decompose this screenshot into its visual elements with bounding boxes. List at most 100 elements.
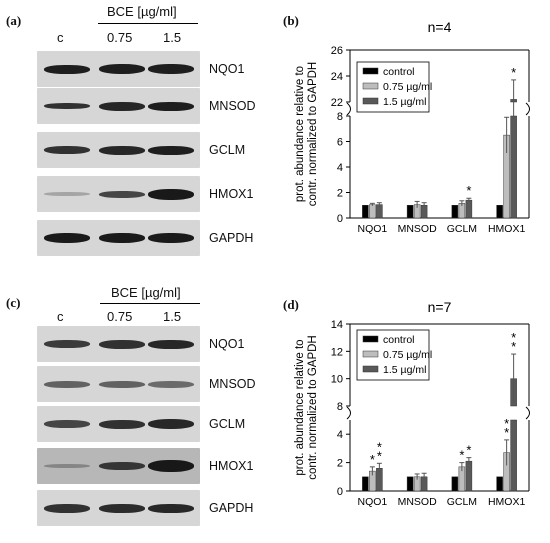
treatment-underline-c: [100, 303, 200, 304]
legend-swatch: [362, 82, 379, 90]
blot-band-gapdh-2: [148, 233, 194, 243]
y-tick-label: 12: [331, 346, 343, 358]
bar: [496, 205, 503, 219]
y-axis-label-line: prot. abundance relative to: [294, 66, 306, 202]
legend-label: 1.5 µg/ml: [383, 96, 426, 108]
y-tick-label: 4: [337, 429, 343, 441]
x-tick-label: NQO1: [357, 496, 387, 508]
significance-star: *: [466, 443, 471, 458]
significance-star: *: [459, 448, 464, 463]
x-tick-label: MNSOD: [398, 496, 438, 508]
axis-break-mark: [525, 102, 530, 116]
x-tick-label: HMOX1: [488, 496, 526, 508]
y-axis-label-line: contr. normalized to GAPDH: [307, 335, 319, 479]
panel-label-b: (b): [283, 13, 299, 28]
bar: [369, 204, 376, 219]
blot-band-nqo1-0: [44, 64, 90, 74]
blot-band-gclm-2: [148, 145, 194, 155]
bar: [496, 476, 503, 492]
lane-label-a-1: 0.75: [107, 30, 133, 45]
y-axis-label-line: prot. abundance relative to: [294, 339, 306, 475]
x-tick-label: GCLM: [447, 223, 477, 235]
blot-band-gapdh-0: [44, 233, 90, 243]
treatment-header-c: BCE [µg/ml]: [111, 285, 181, 300]
y-tick-label: 0: [337, 486, 343, 498]
bar: [451, 476, 459, 492]
blot-band-mnsod-0: [44, 380, 90, 388]
lane-label-c-0: c: [57, 309, 64, 324]
y-tick-label: 22: [331, 97, 343, 109]
axis-break-mark: [346, 102, 351, 116]
x-tick-label: GCLM: [447, 496, 477, 508]
significance-star: *: [504, 425, 509, 440]
legend-label: 0.75 µg/ml: [383, 81, 432, 93]
legend: control 0.75 µg/ml 1.5 µg/ml: [356, 329, 432, 381]
bar: [510, 419, 517, 492]
protein-label-nqo1: NQO1: [209, 62, 245, 76]
blot-band-mnsod-2: [148, 101, 194, 111]
blot-band-gclm-0: [44, 420, 90, 428]
significance-star: *: [377, 439, 382, 454]
y-tick-label: 2: [337, 458, 343, 470]
bar: [362, 476, 369, 492]
legend-label: control: [383, 334, 415, 346]
blot-band-hmox1-0: [44, 464, 90, 468]
legend-label: 0.75 µg/ml: [383, 349, 432, 361]
blot-band-nqo1-1: [99, 339, 145, 349]
y-tick-label: 8: [337, 401, 343, 413]
bar: [376, 204, 383, 219]
significance-star: *: [511, 65, 516, 80]
blot-band-nqo1-2: [148, 339, 194, 349]
legend-swatch: [362, 350, 379, 358]
protein-label-gclm: GCLM: [209, 143, 246, 157]
blot-band-gapdh-0: [44, 503, 90, 513]
legend-swatch: [362, 335, 379, 343]
legend-label: 1.5 µg/ml: [383, 364, 426, 376]
x-tick-label: MNSOD: [398, 223, 438, 235]
bar: [451, 205, 459, 219]
blot-band-hmox1-2: [148, 460, 194, 472]
blot-band-mnsod-0: [44, 103, 90, 109]
axis-break-mark: [525, 406, 530, 420]
bar: [406, 476, 414, 492]
significance-star: *: [377, 448, 382, 463]
chart-title: n=4: [428, 19, 452, 35]
bar: [510, 115, 517, 219]
lane-label-a-2: 1.5: [163, 30, 182, 45]
y-tick-label: 14: [331, 319, 343, 331]
y-tick-label: 8: [337, 111, 343, 123]
protein-label-nqo1: NQO1: [209, 337, 245, 351]
blot-band-hmox1-0: [44, 192, 90, 196]
protein-label-hmox1: HMOX1: [209, 459, 254, 473]
y-tick-label: 2: [337, 188, 343, 200]
lane-label-a-0: c: [57, 30, 64, 45]
lane-label-c-1: 0.75: [107, 309, 133, 324]
blot-band-gapdh-2: [148, 503, 194, 513]
blot-band-mnsod-2: [148, 380, 194, 388]
protein-label-gapdh: GAPDH: [209, 501, 254, 515]
blot-band-gapdh-1: [99, 503, 145, 513]
significance-star: *: [504, 416, 509, 431]
legend-label: control: [383, 66, 415, 78]
protein-label-gapdh: GAPDH: [209, 231, 254, 245]
panel-label-c: (c): [6, 295, 21, 310]
blot-band-nqo1-0: [44, 340, 90, 348]
treatment-header-a: BCE [µg/ml]: [107, 4, 177, 19]
legend-swatch: [362, 365, 379, 373]
blot-band-nqo1-1: [99, 64, 145, 74]
blot-band-hmox1-2: [148, 188, 194, 200]
protein-label-gclm: GCLM: [209, 417, 246, 431]
blot-band-gclm-1: [99, 419, 145, 429]
bar-chart-d: 0 2 4 8 10 12 14 n=7 prot. abundance relative to…: [294, 299, 530, 508]
protein-label-mnsod: MNSOD: [209, 377, 256, 391]
treatment-underline-a: [98, 23, 198, 24]
protein-label-hmox1: HMOX1: [209, 187, 254, 201]
blot-band-nqo1-2: [148, 64, 194, 74]
blot-band-gapdh-1: [99, 233, 145, 243]
legend: control 0.75 µg/ml 1.5 µg/ml: [356, 61, 432, 113]
axis-break-mark: [346, 406, 351, 420]
significance-star: *: [511, 330, 516, 345]
bar: [465, 460, 473, 492]
blot-band-mnsod-1: [99, 101, 145, 111]
